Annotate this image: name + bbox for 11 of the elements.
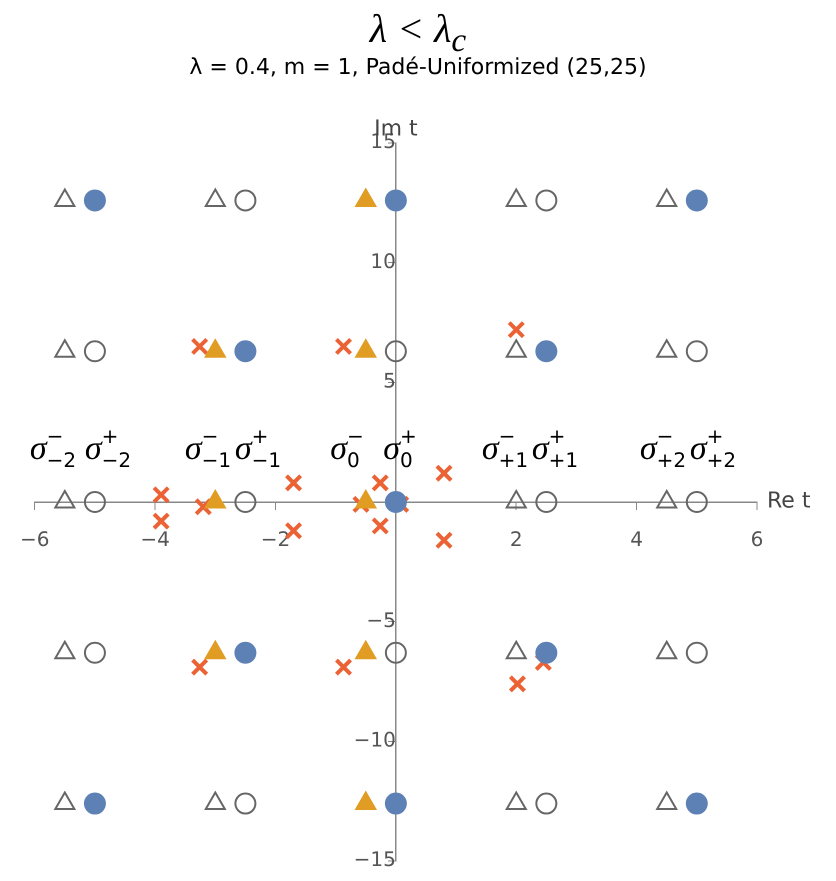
y-tick-label: −15 <box>354 847 396 872</box>
x-tick-label: 2 <box>510 527 523 552</box>
y-tick-label: 10 <box>370 248 396 273</box>
y-tick-label: −10 <box>354 728 396 752</box>
x-axis-title: Re t <box>767 488 811 514</box>
x-tick-label: −4 <box>140 527 170 552</box>
x-tick-label: 6 <box>750 527 764 552</box>
x-tick-label: −6 <box>20 527 50 552</box>
x-tick-label: 4 <box>630 527 643 552</box>
y-tick-label: −5 <box>366 608 396 632</box>
chart-subtitle: λ = 0.4, m = 1, Padé-Uniformized (25,25) <box>188 54 648 82</box>
